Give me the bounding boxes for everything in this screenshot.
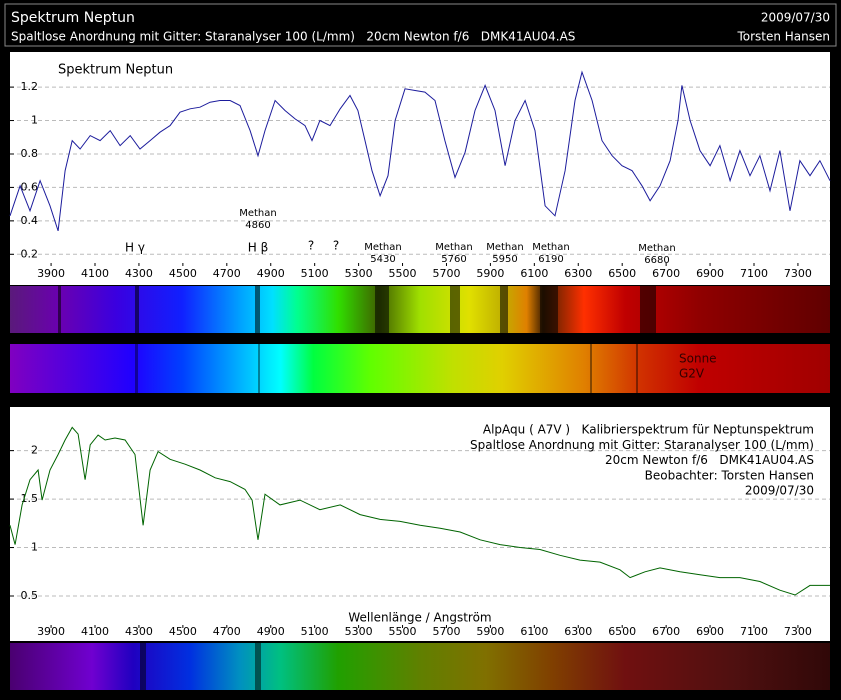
x-tick-label: 5900 [476, 267, 504, 280]
annotation: ? [333, 239, 339, 253]
sun-class: G2V [679, 367, 705, 381]
x-tick-label: 3900 [37, 267, 65, 280]
x-tick-label: 5300 [345, 625, 373, 638]
legend-note: Beobachter: Torsten Hansen [645, 468, 814, 482]
x-tick-label: 4100 [81, 625, 109, 638]
sun-label: Sonne [679, 352, 717, 366]
x-tick-label: 4500 [169, 267, 197, 280]
x-tick-label: 4700 [213, 267, 241, 280]
chart-title: Spektrum Neptun [58, 63, 173, 78]
x-tick-label: 6500 [608, 267, 636, 280]
annotation: Methan [239, 208, 277, 219]
x-tick-label: 7300 [784, 267, 812, 280]
spectrum-line [9, 70, 831, 232]
star-spectrum [10, 643, 830, 690]
annotation: Methan [435, 242, 473, 253]
header-author: Torsten Hansen [736, 30, 830, 44]
x-tick-label: 6900 [696, 625, 724, 638]
y-tick-label: 2 [31, 444, 38, 457]
x-tick-label: 4300 [125, 267, 153, 280]
x-tick-label: 4900 [257, 625, 285, 638]
y-tick-label: 0.5 [21, 589, 39, 602]
annotation: 4860 [245, 220, 270, 231]
header-subtitle: Spaltlose Anordnung mit Gitter: Staranal… [11, 30, 575, 44]
plot-panel [10, 407, 830, 641]
x-tick-label: 7100 [740, 267, 768, 280]
y-tick-label: 0.2 [21, 247, 39, 260]
x-tick-label: 5100 [301, 267, 329, 280]
y-tick-label: 1 [31, 114, 38, 127]
header-frame [4, 3, 837, 47]
x-tick-label: 4300 [125, 625, 153, 638]
y-tick-label: 1 [31, 541, 38, 554]
x-tick-label: 3900 [37, 625, 65, 638]
annotation: 6680 [644, 255, 669, 266]
legend-note: 2009/07/30 [745, 484, 814, 498]
annotation: Methan [486, 242, 524, 253]
annotation: 5950 [492, 254, 517, 265]
sun-spectrum [10, 344, 830, 393]
y-tick-label: 0.6 [21, 180, 39, 193]
header-date: 2009/07/30 [761, 11, 830, 25]
neptune-spectrum [10, 286, 830, 333]
x-tick-label: 5700 [432, 625, 460, 638]
x-tick-label: 5700 [432, 267, 460, 280]
y-tick-label: 1.2 [21, 80, 39, 93]
annotation: ? [308, 239, 314, 253]
annotation: 5760 [441, 254, 466, 265]
x-tick-label: 5900 [476, 625, 504, 638]
x-tick-label: 4100 [81, 267, 109, 280]
legend-note: 20cm Newton f/6 DMK41AU04.AS [605, 453, 814, 467]
x-tick-label: 5500 [389, 267, 417, 280]
x-tick-label: 6300 [564, 267, 592, 280]
annotation: 5430 [370, 254, 395, 265]
x-tick-label: 5300 [345, 267, 373, 280]
x-tick-label: 4700 [213, 625, 241, 638]
x-tick-label: 6100 [520, 267, 548, 280]
x-tick-label: 6100 [520, 625, 548, 638]
annotation: Methan [638, 243, 676, 254]
x-tick-label: 7100 [740, 625, 768, 638]
absorption-lines [58, 286, 656, 333]
x-tick-label: 5500 [389, 625, 417, 638]
annotation: H γ [125, 241, 145, 255]
x-tick-label: 6700 [652, 625, 680, 638]
annotation: H β [248, 241, 269, 255]
legend-note: AlpAqu ( A7V ) Kalibrierspektrum für Nep… [483, 423, 814, 437]
annotation: Methan [532, 242, 570, 253]
x-tick-label: 6500 [608, 625, 636, 638]
legend-note: Spaltlose Anordnung mit Gitter: Staranal… [470, 438, 814, 452]
y-tick-label: 0.8 [21, 147, 39, 160]
x-tick-label: 4900 [257, 267, 285, 280]
x-tick-label: 6700 [652, 267, 680, 280]
star-lines [140, 643, 261, 690]
x-tick-label: 6900 [696, 267, 724, 280]
sun-lines [135, 344, 638, 393]
spectrum-line [9, 426, 830, 596]
x-tick-label: 6300 [564, 625, 592, 638]
y-tick-label: 0.4 [21, 214, 39, 227]
x-tick-label: 4500 [169, 625, 197, 638]
x-tick-label: 7300 [784, 625, 812, 638]
header-title: Spektrum Neptun [11, 10, 135, 26]
x-tick-label: 5100 [301, 625, 329, 638]
annotation: 6190 [538, 254, 563, 265]
x-axis-label: Wellenlänge / Angström [348, 611, 491, 625]
annotation: Methan [364, 242, 402, 253]
